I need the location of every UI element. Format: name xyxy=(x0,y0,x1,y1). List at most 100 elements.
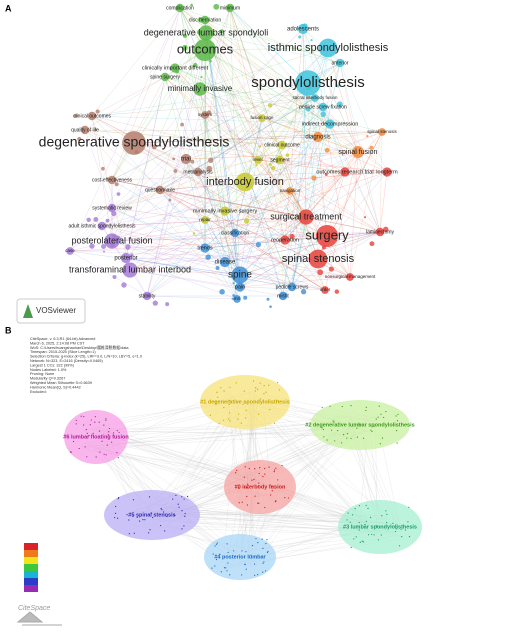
cluster-node xyxy=(246,504,249,506)
edge xyxy=(239,159,281,288)
node xyxy=(298,209,314,225)
edge xyxy=(229,7,259,161)
edge xyxy=(234,232,328,237)
cluster-node xyxy=(114,512,117,515)
edge xyxy=(111,171,199,242)
cluster-node xyxy=(254,468,256,470)
edge xyxy=(174,32,207,69)
edge xyxy=(349,131,383,278)
edge xyxy=(239,171,346,276)
edge xyxy=(125,257,293,288)
edge xyxy=(199,88,263,119)
cluster-node xyxy=(377,539,380,541)
cluster-node xyxy=(408,536,411,538)
edge xyxy=(133,49,206,144)
node xyxy=(278,291,288,301)
edge xyxy=(197,7,231,173)
edge xyxy=(174,67,359,153)
edge xyxy=(125,47,329,259)
edge xyxy=(379,131,383,233)
edge xyxy=(234,232,326,291)
edge xyxy=(159,97,316,191)
cluster-node xyxy=(238,502,240,504)
edge xyxy=(199,88,388,173)
cluster-node xyxy=(247,483,249,485)
cluster-node xyxy=(331,429,333,431)
cluster-node xyxy=(255,387,257,389)
node xyxy=(142,291,152,301)
edge xyxy=(91,82,309,117)
node xyxy=(107,175,117,185)
node-label: order xyxy=(320,287,331,292)
cluster-node xyxy=(229,412,231,414)
node xyxy=(97,221,107,231)
edge xyxy=(224,106,324,212)
node-dot xyxy=(366,134,369,138)
node-dot xyxy=(93,217,99,222)
edge xyxy=(199,47,329,90)
panel-label: A xyxy=(5,3,12,13)
cluster-node xyxy=(396,430,398,432)
node xyxy=(352,146,364,158)
cluster-node xyxy=(228,403,230,405)
node-dot xyxy=(73,113,78,118)
edge xyxy=(84,129,283,146)
node xyxy=(200,243,210,253)
cluster-node xyxy=(75,423,77,425)
node-dot xyxy=(255,163,258,167)
edge xyxy=(185,158,284,297)
cluster-node xyxy=(105,418,107,420)
edge xyxy=(281,131,383,146)
node-dot xyxy=(190,159,195,164)
edge xyxy=(305,151,359,218)
cluster-node xyxy=(264,467,266,470)
cluster-node xyxy=(95,456,97,458)
node-label: posterolateral fusion xyxy=(71,235,152,245)
node-dot xyxy=(298,35,302,39)
edge xyxy=(164,76,241,276)
edge xyxy=(111,7,181,181)
logo-icon xyxy=(23,304,33,318)
cluster-node xyxy=(133,532,135,534)
edge xyxy=(133,131,383,144)
cluster-node xyxy=(115,505,117,508)
cluster-node xyxy=(281,464,283,467)
node-label: clinical outcomes xyxy=(73,113,112,119)
node-dot xyxy=(300,289,307,295)
edge xyxy=(125,47,329,259)
cluster-node xyxy=(326,439,328,441)
cluster-node xyxy=(334,440,336,442)
cluster-node xyxy=(381,437,384,439)
cluster-node xyxy=(362,541,365,543)
node xyxy=(201,111,209,119)
cluster-label: #0 interbody fusion xyxy=(235,484,286,490)
cluster-node xyxy=(235,382,237,384)
node-dot xyxy=(116,192,121,196)
cluster-node xyxy=(370,516,372,518)
node xyxy=(378,128,386,136)
edge xyxy=(307,82,328,237)
cluster-node xyxy=(218,422,220,425)
node-dot xyxy=(243,295,248,300)
legend-swatch xyxy=(24,550,38,557)
edge xyxy=(317,136,359,153)
edge xyxy=(261,117,359,153)
edge xyxy=(111,67,176,181)
edge xyxy=(302,28,359,153)
edge xyxy=(111,207,206,249)
edge xyxy=(164,76,187,160)
edge xyxy=(164,76,291,192)
node-label: minimum xyxy=(220,5,240,11)
edge xyxy=(146,190,291,297)
node-label: outcomes research trial xyxy=(316,169,373,175)
node xyxy=(325,119,335,129)
edge xyxy=(244,131,383,183)
info-line: March 6, 2025, 2:14:08 PM CST xyxy=(30,341,85,345)
cluster-node xyxy=(350,546,352,549)
cluster-node xyxy=(254,574,256,576)
edge xyxy=(204,49,331,125)
edge xyxy=(317,136,328,237)
cluster-node xyxy=(216,391,218,393)
node xyxy=(297,23,309,35)
node-label: minimally invasive surgery xyxy=(193,208,257,214)
